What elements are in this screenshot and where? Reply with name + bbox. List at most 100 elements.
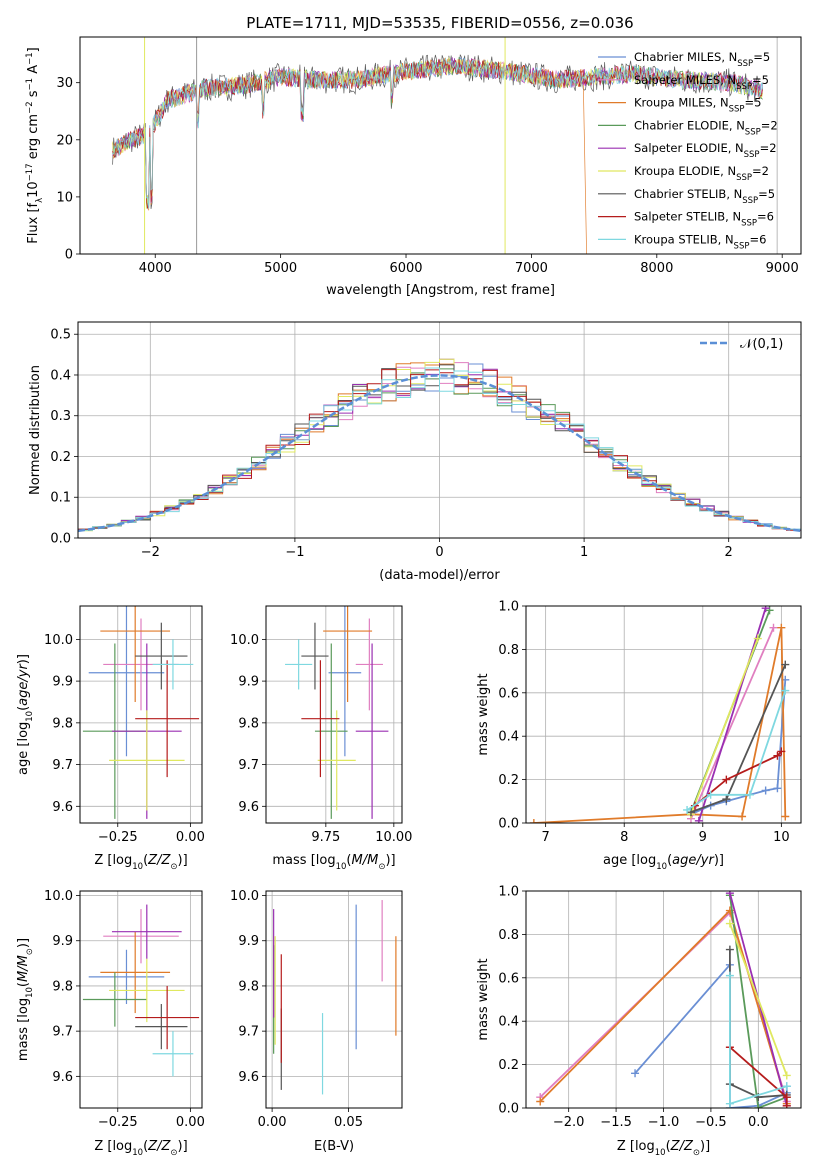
weight-series-2 — [533, 627, 787, 823]
weight-marker — [782, 1101, 791, 1108]
y-tick-label: 0 — [65, 248, 73, 263]
x-tick-label: 6000 — [389, 261, 422, 276]
weight-vs-age-y-label: mass weight — [476, 673, 491, 755]
residuals-y-label: Normed distribution — [28, 365, 43, 495]
x-tick-label: 0.00 — [176, 830, 205, 845]
data-point — [355, 643, 389, 819]
figure-title: PLATE=1711, MJD=53535, FIBERID=0556, z=0… — [246, 14, 633, 32]
residuals-frame — [77, 321, 802, 539]
x-tick-label: −0.5 — [695, 1115, 727, 1130]
x-tick-label: −2 — [141, 545, 160, 560]
weight_vs_age-plot-area — [529, 606, 790, 823]
y-tick-label: 10.0 — [230, 889, 259, 904]
y-tick-label: 30 — [56, 76, 73, 91]
y-tick-label: 9.6 — [238, 800, 259, 815]
x-tick-label: 8 — [620, 830, 628, 845]
legend-label: Salpeter STELIB, NSSP=6 — [634, 210, 774, 229]
y-tick-label: 9.9 — [238, 675, 259, 690]
weight-marker — [782, 1082, 791, 1091]
x-tick-label: 7000 — [515, 261, 548, 276]
normal-curve — [78, 374, 801, 533]
data-point — [301, 660, 340, 778]
weight-vs-Z-x-label: Z [log10(Z/Z⊙)] — [617, 1139, 710, 1158]
y-tick-label: 9.8 — [238, 979, 259, 994]
spectrum-plot-area — [112, 37, 778, 254]
x-tick-label: 0.00 — [176, 1115, 205, 1130]
y-tick-label: 20 — [56, 133, 73, 148]
mass_vs_Z-plot-area — [82, 904, 200, 1077]
data-point — [323, 606, 373, 702]
legend-label: Kroupa MILES, NSSP=5 — [634, 96, 761, 115]
y-tick-label: 0.4 — [498, 1015, 519, 1030]
data-point — [317, 710, 356, 811]
spectrum-line-8 — [112, 57, 763, 209]
y-tick-label: 0.6 — [498, 971, 519, 986]
weight-marker — [725, 945, 734, 954]
data-point — [301, 622, 329, 690]
mass-vs-Z-x-label: Z [log10(Z/Z⊙)] — [94, 1139, 187, 1158]
weight-marker — [777, 623, 786, 632]
weight-series-3 — [729, 895, 788, 1108]
legend-label: Salpeter ELODIE, NSSP=2 — [634, 141, 777, 160]
weight-marker — [753, 634, 762, 643]
spectrum-line-7 — [112, 58, 763, 210]
x-tick-label: 2 — [725, 545, 733, 560]
y-tick-label: 0.0 — [498, 1102, 519, 1117]
data-point — [135, 660, 200, 778]
mass_vs_Z-frame — [79, 890, 203, 1109]
legend-label: Chabrier STELIB, NSSP=5 — [634, 187, 775, 206]
y-tick-label: 10.0 — [44, 633, 73, 648]
data-point — [135, 622, 188, 690]
data-point — [152, 1031, 194, 1077]
data-point — [88, 606, 165, 757]
y-tick-label: 0.3 — [50, 409, 71, 424]
x-tick-label: 5000 — [264, 261, 297, 276]
x-tick-label: 9.75 — [311, 830, 340, 845]
weight-series-8 — [686, 690, 787, 811]
weight-marker — [706, 790, 715, 799]
legend-label: Salpeter MILES, NSSP=5 — [634, 73, 769, 92]
weight-marker — [782, 1093, 791, 1102]
weight-marker — [694, 816, 703, 823]
x-tick-label: 10.00 — [375, 830, 412, 845]
y-tick-label: 9.9 — [238, 934, 259, 949]
age-vs-mass-x-label: mass [log10(M/M⊙)] — [272, 853, 395, 872]
weight-marker — [725, 971, 734, 980]
weight-marker — [725, 1099, 734, 1108]
data-point — [103, 909, 179, 964]
weight-marker — [725, 919, 734, 928]
data-point — [109, 710, 185, 811]
x-tick-label: 7 — [542, 830, 550, 845]
spectrum-y-label: Flux [fλ10−17 erg cm−2 s−1 A−1] — [25, 47, 45, 243]
mass_vs_ebv-axes: 0.00 0.05 9.6 9.7 9.8 9.9 10.0 — [230, 889, 402, 1130]
weight_vs_Z-frame — [525, 890, 802, 1109]
data-point — [100, 931, 171, 1014]
y-tick-label: 10.0 — [230, 633, 259, 648]
x-tick-label: −2.0 — [553, 1115, 585, 1130]
weight-series-1 — [690, 627, 775, 820]
weight-vs-Z-y-label: mass weight — [476, 958, 491, 1040]
y-tick-label: 9.8 — [52, 979, 73, 994]
x-tick-label: 9 — [699, 830, 707, 845]
y-tick-label: 0.4 — [50, 368, 71, 383]
x-tick-label: 0.05 — [334, 1115, 363, 1130]
y-tick-label: 0.1 — [50, 491, 71, 506]
mass_vs_ebv-frame — [265, 890, 403, 1109]
residuals-x-label: (data-model)/error — [379, 568, 500, 583]
data-point — [82, 972, 147, 1027]
x-tick-label: −1.0 — [648, 1115, 680, 1130]
chart-layer: 4000 5000 6000 7000 8000 90000102030wavelengt… — [16, 36, 802, 1158]
y-tick-label: 0.8 — [498, 643, 519, 658]
y-tick-label: 0.2 — [50, 450, 71, 465]
weight-marker — [781, 660, 790, 669]
x-tick-label: 4000 — [139, 261, 172, 276]
data-point — [355, 618, 383, 711]
weight-marker — [722, 795, 731, 804]
legend-label: Chabrier MILES, NSSP=5 — [634, 50, 770, 69]
spectrum-line-5 — [112, 56, 763, 209]
y-tick-label: 0.4 — [498, 730, 519, 745]
y-tick-label: 0.0 — [50, 532, 71, 547]
data-point — [109, 958, 185, 1023]
weight-marker — [536, 1097, 545, 1106]
